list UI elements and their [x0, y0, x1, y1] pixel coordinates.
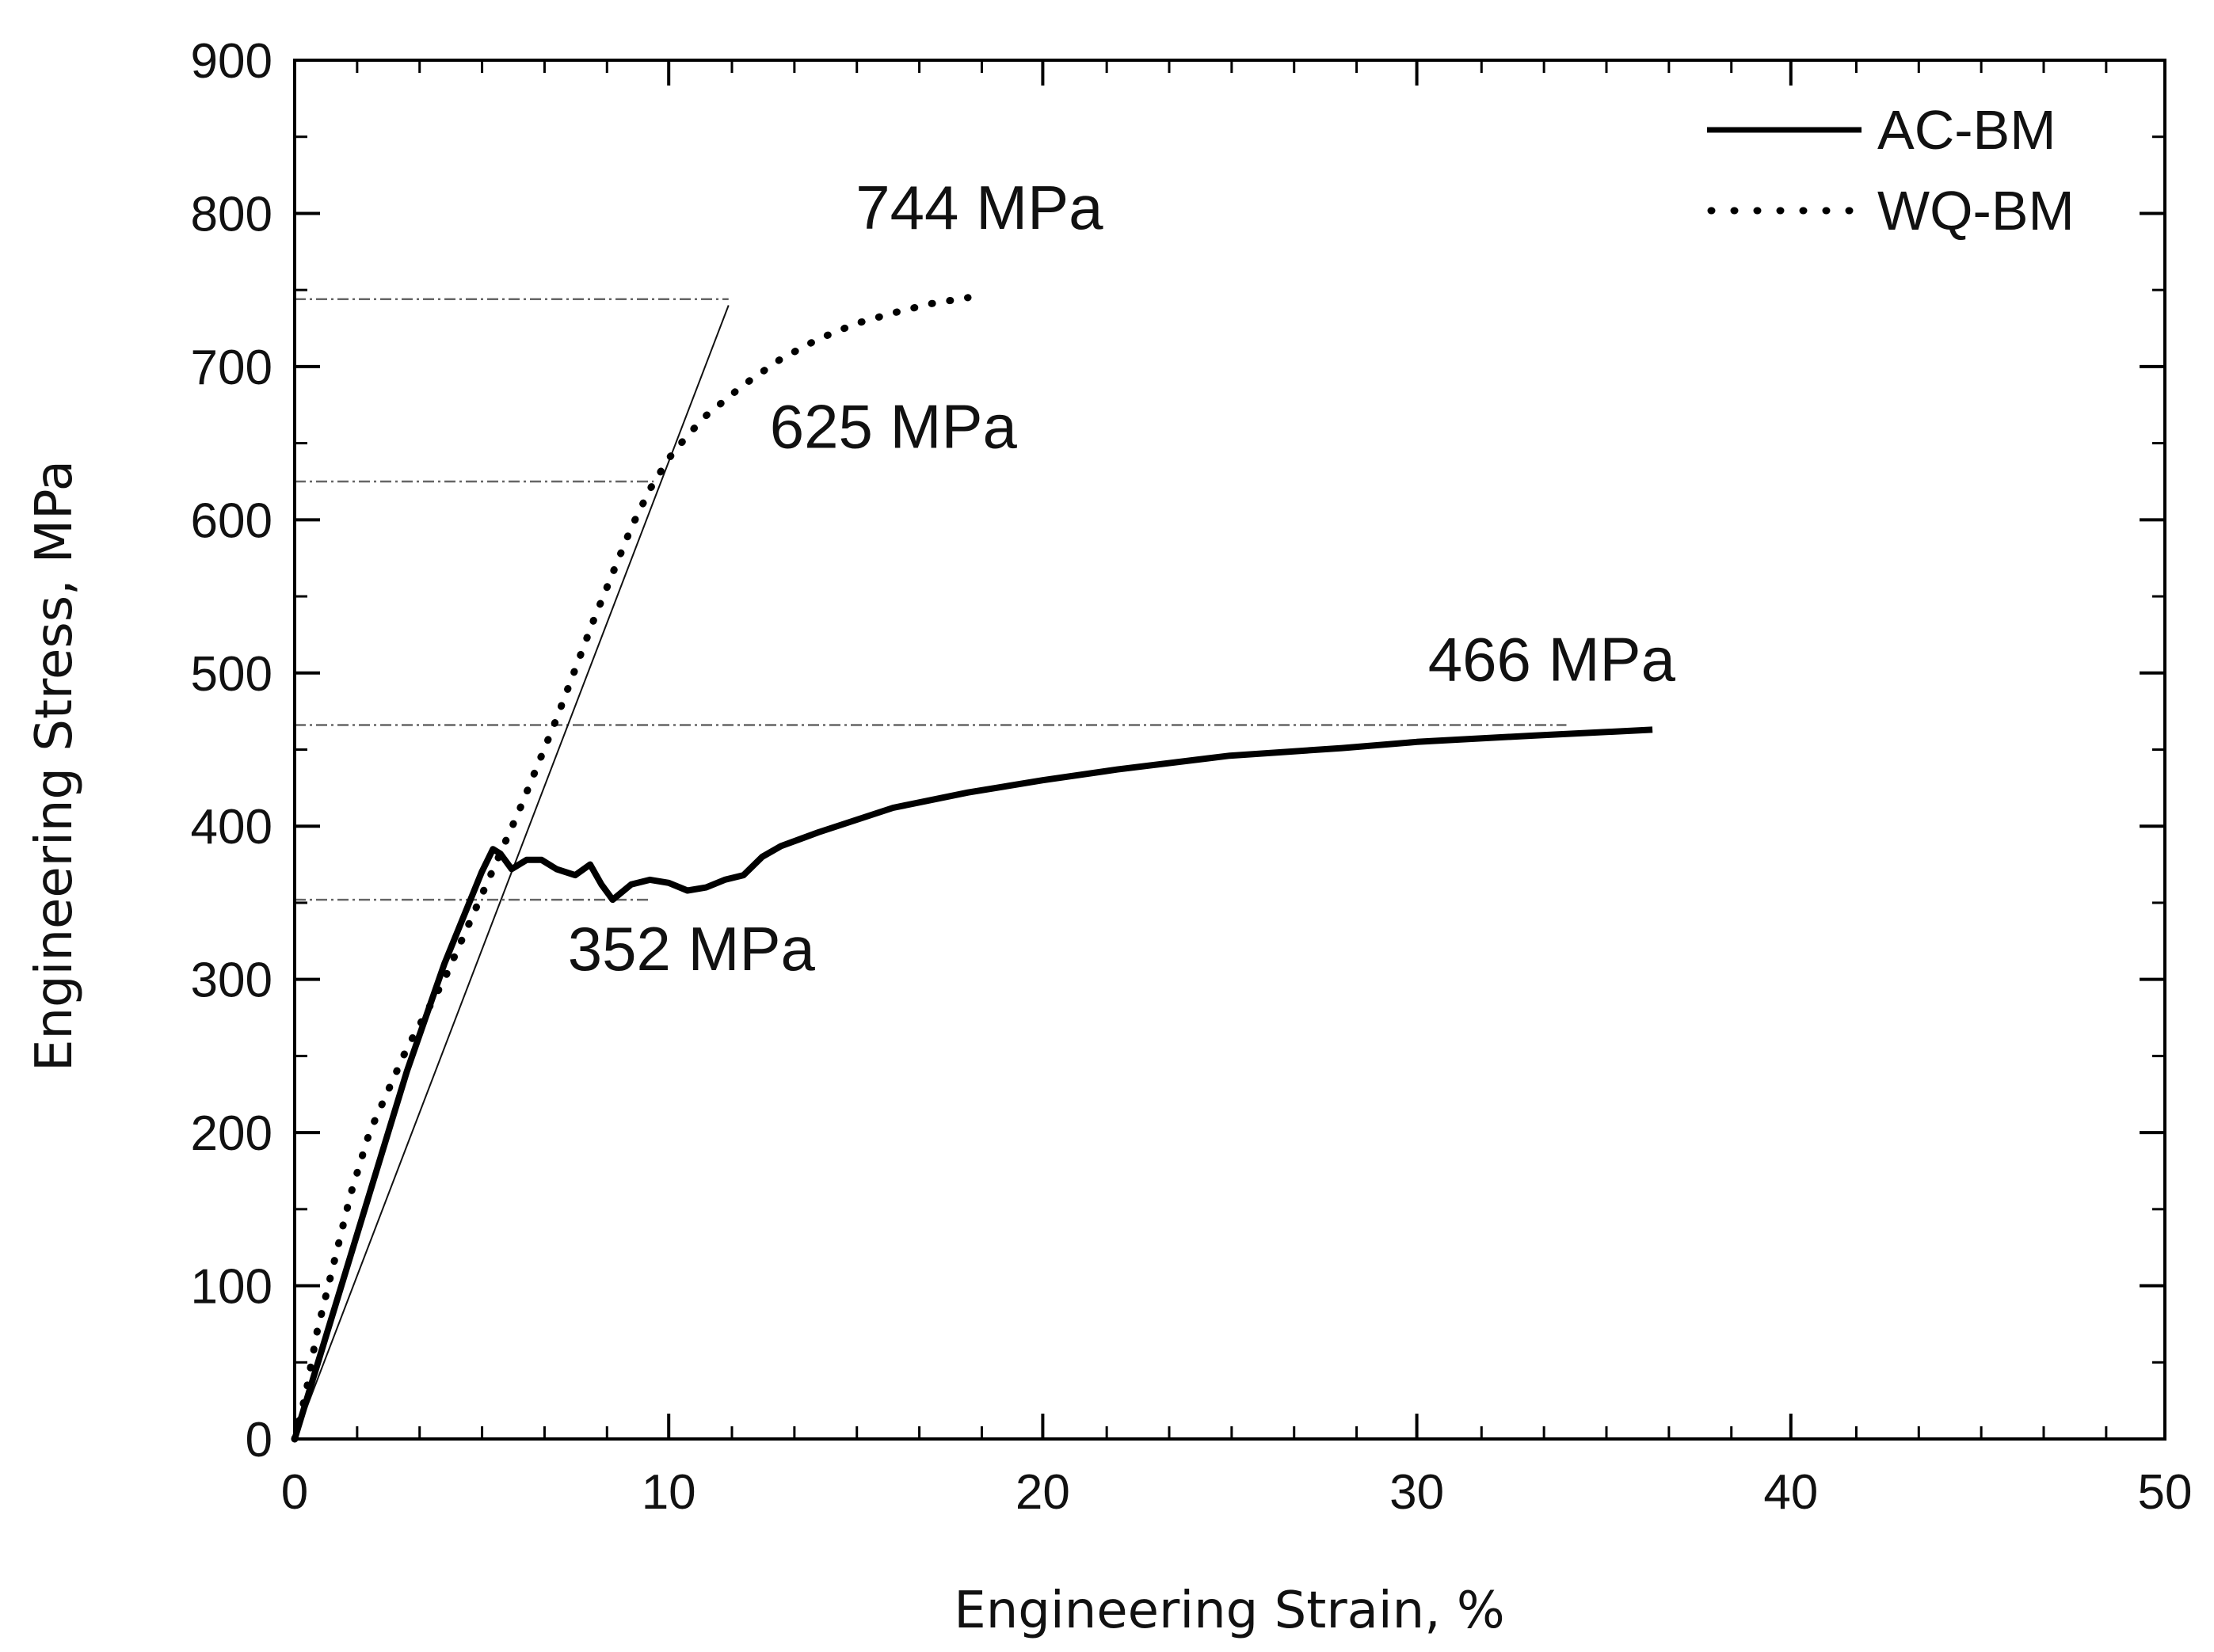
x-tick-label: 40 — [1763, 1465, 1818, 1520]
y-tick-label: 700 — [191, 341, 272, 395]
y-tick-label: 200 — [191, 1106, 272, 1161]
annotation-label: 625 MPa — [770, 391, 1018, 461]
y-tick-label: 600 — [191, 493, 272, 548]
series-layer — [291, 294, 1653, 1443]
annotation-label: 466 MPa — [1428, 624, 1676, 694]
y-tick-label: 100 — [191, 1260, 272, 1315]
annotations-layer: 744 MPa 625 MPa 466 MPa 352 MPa — [568, 173, 1676, 984]
plot-frame-layer — [293, 59, 2166, 1441]
series-line-wq-bm — [291, 294, 972, 1443]
y-tick-label: 0 — [246, 1413, 272, 1467]
x-tick-label: 30 — [1389, 1465, 1444, 1520]
y-tick-label: 900 — [191, 34, 272, 89]
y-axis-title: Engineering Stress, MPa — [25, 460, 84, 1072]
x-tick-label: 50 — [2138, 1465, 2193, 1520]
legend-label-ac-bm: AC-BM — [1877, 99, 2056, 161]
y-tick-label: 500 — [191, 647, 272, 702]
legend-label-wq-bm: WQ-BM — [1877, 180, 2075, 242]
plot-frame — [293, 59, 2166, 1441]
x-tick-label: 0 — [281, 1465, 308, 1520]
annotation-label: 744 MPa — [855, 173, 1103, 242]
x-tick-label: 20 — [1016, 1465, 1070, 1520]
legend: AC-BM WQ-BM — [1707, 99, 2075, 242]
y-tick-label: 300 — [191, 954, 272, 1008]
x-tick-label: 10 — [642, 1465, 696, 1520]
y-tick-label: 800 — [191, 187, 272, 242]
annotation-label: 352 MPa — [568, 914, 816, 984]
x-axis-title: Engineering Strain, % — [954, 1582, 1504, 1640]
y-tick-label: 400 — [191, 800, 272, 855]
ticks-layer — [293, 59, 2166, 1441]
series-line-ac-bm — [292, 726, 1653, 1441]
